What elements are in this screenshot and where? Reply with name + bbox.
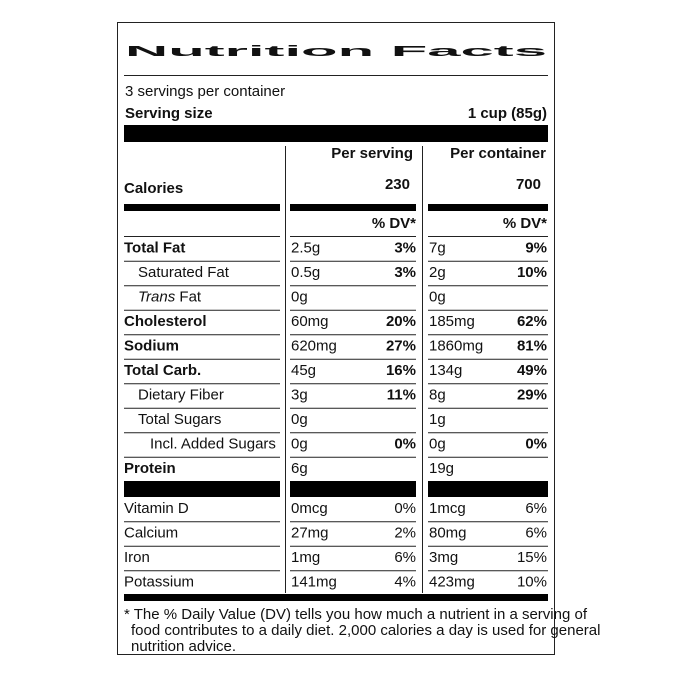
nutrient-name: Dietary Fiber [138,386,224,403]
title: Nutrition Facts [125,43,547,60]
nutrient-name: Total Carb. [124,362,201,379]
nutrient-name: Saturated Fat [138,264,230,281]
calories-value: 700 [516,176,541,193]
daily-value: 49% [517,362,547,379]
daily-value: 27% [386,337,416,354]
amount: 423mg [429,573,475,590]
amount: 1mcg [429,500,466,517]
daily-value: 0% [525,435,547,452]
amount: 0.5g [291,264,320,281]
daily-value: 3% [394,264,416,281]
amount: 19g [429,460,454,477]
nutrient-name: Sodium [124,337,179,354]
daily-value: 4% [394,573,416,590]
amount: 7g [429,239,446,256]
daily-value: 0% [394,500,416,517]
thick-bar [290,481,416,497]
amount: 1g [429,411,446,428]
footnote: nutrition advice. [131,638,236,655]
vitamin-name: Iron [124,549,150,566]
amount: 185mg [429,313,475,330]
column-header: Per container [450,145,546,162]
nutrient-name-text: Fat [179,288,202,305]
daily-value: 20% [386,313,416,330]
thick-bar [124,125,548,142]
daily-value: 2% [394,524,416,541]
calories-label: Calories [124,180,183,197]
thick-bar [290,204,416,211]
nutrient-name-italic: Trans [138,288,176,305]
amount: 1mg [291,549,320,566]
daily-value: 3% [394,239,416,256]
daily-value: 15% [517,549,547,566]
servings: 3 servings per container [125,83,285,100]
nutrient-name: Protein [124,460,176,477]
daily-value: 81% [517,337,547,354]
daily-value: 0% [394,435,416,452]
amount: 80mg [429,524,467,541]
daily-value: 9% [525,239,547,256]
daily-value: 10% [517,264,547,281]
thick-bar [124,204,280,211]
daily-value: 29% [517,386,547,403]
thick-bar [428,481,548,497]
footnote: food contributes to a daily diet. 2,000 … [131,622,600,639]
vitamin-name: Vitamin D [124,500,189,517]
calories-value: 230 [385,176,410,193]
amount: 1860mg [429,337,483,354]
amount: 27mg [291,524,329,541]
amount: 620mg [291,337,337,354]
amount: 2.5g [291,239,320,256]
daily-value: 10% [517,573,547,590]
amount: 60mg [291,313,329,330]
nutrient-name: Incl. Added Sugars [150,435,276,452]
thick-bar [124,594,548,601]
dv-header: % DV* [503,215,547,232]
serving-size-label: Serving size [125,105,213,122]
daily-value: 11% [387,386,416,403]
nutrient-name: Cholesterol [124,313,207,330]
nutrient-name: Total Fat [124,239,185,256]
amount: 8g [429,386,446,403]
daily-value: 6% [525,500,547,517]
amount: 3mg [429,549,458,566]
daily-value: 16% [386,362,416,379]
amount: 0g [291,411,308,428]
thick-bar [124,481,280,497]
amount: 45g [291,362,316,379]
nutrient-name: Total Sugars [138,411,221,428]
amount: 2g [429,264,446,281]
amount: 0g [291,288,308,305]
vitamin-name: Calcium [124,524,178,541]
amount: 0mcg [291,500,328,517]
amount: 3g [291,386,308,403]
amount: 141mg [291,573,337,590]
vitamin-name: Potassium [124,573,194,590]
amount: 0g [291,435,308,452]
thick-bar [428,204,548,211]
amount: 134g [429,362,462,379]
nutrient-name: Trans Fat [138,288,202,305]
amount: 6g [291,460,308,477]
column-header: Per serving [331,145,413,162]
amount: 0g [429,288,446,305]
daily-value: 6% [394,549,416,566]
serving-size-value: 1 cup (85g) [468,105,547,122]
dv-header: % DV* [372,215,416,232]
amount: 0g [429,435,446,452]
daily-value: 6% [525,524,547,541]
footnote: * The % Daily Value (DV) tells you how m… [124,606,588,623]
daily-value: 62% [517,313,547,330]
